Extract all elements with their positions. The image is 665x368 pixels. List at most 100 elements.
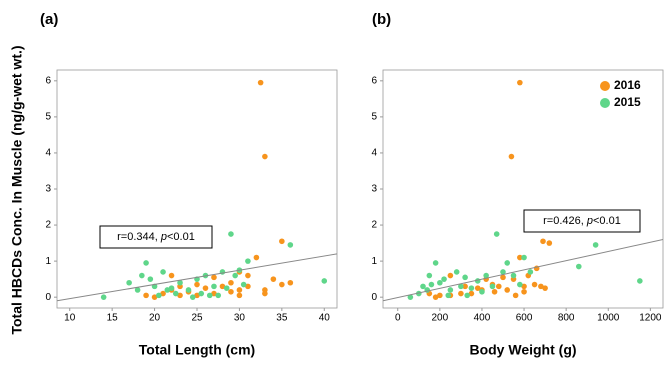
point	[168, 285, 175, 291]
point	[437, 292, 443, 299]
point	[428, 281, 435, 288]
point	[462, 283, 468, 290]
y-tick-label: 4	[45, 148, 51, 159]
plot-frame	[56, 69, 338, 309]
annotation-italic: p	[160, 231, 167, 243]
point	[447, 287, 454, 293]
panel-label: (b)	[372, 11, 391, 28]
annotation-suffix: <0.01	[593, 215, 621, 227]
point	[432, 260, 439, 266]
point	[228, 231, 234, 237]
point	[512, 292, 519, 299]
point	[215, 292, 222, 299]
point	[262, 290, 268, 297]
point	[483, 272, 489, 279]
point	[287, 279, 294, 286]
point	[236, 287, 243, 293]
point	[151, 294, 158, 300]
point	[279, 238, 285, 245]
annotation-box	[523, 209, 641, 233]
point	[257, 79, 264, 86]
point	[426, 272, 433, 279]
x-axis-title: Total Length (cm)	[139, 342, 255, 358]
point	[168, 272, 175, 279]
y-tick-label: 0	[371, 292, 377, 303]
point	[156, 292, 162, 299]
point	[206, 292, 213, 299]
y-axis-title: Total HBCDs Conc. In Muscle (ng/g-wet wt…	[9, 45, 25, 334]
point	[468, 290, 475, 297]
point	[540, 238, 546, 245]
point	[245, 283, 251, 290]
point	[504, 260, 511, 266]
point	[510, 272, 517, 279]
panel-label: (a)	[40, 11, 58, 28]
x-tick-label: 15	[107, 313, 119, 324]
point	[100, 294, 107, 300]
point	[493, 231, 500, 237]
point	[223, 285, 230, 291]
point	[232, 272, 238, 279]
x-tick-label: 30	[234, 313, 246, 324]
point	[198, 290, 205, 297]
legend-label: 2016	[614, 78, 641, 92]
point	[441, 276, 447, 282]
point	[147, 276, 154, 282]
point	[126, 279, 132, 286]
point	[458, 290, 464, 297]
legend-marker	[600, 98, 610, 108]
x-tick-label: 25	[191, 313, 203, 324]
x-tick-label: 40	[319, 313, 331, 324]
point	[491, 288, 498, 295]
y-tick-label: 6	[45, 75, 51, 86]
point	[546, 240, 553, 246]
point	[211, 274, 217, 281]
point	[240, 281, 247, 288]
point	[517, 79, 523, 86]
point	[437, 279, 443, 286]
point	[194, 281, 200, 288]
point	[139, 272, 145, 279]
point	[500, 269, 506, 275]
legend-marker	[600, 81, 610, 91]
point	[189, 294, 196, 300]
point	[279, 281, 285, 288]
point	[321, 278, 328, 284]
fit-line	[383, 238, 663, 302]
y-tick-label: 1	[45, 256, 51, 267]
x-tick-label: 600	[516, 313, 533, 324]
annotation-box	[99, 225, 213, 249]
point	[521, 288, 527, 295]
annotation-prefix: r=0.344,	[117, 231, 161, 243]
point	[464, 292, 471, 299]
point	[420, 283, 426, 290]
point	[262, 153, 268, 160]
point	[462, 274, 468, 281]
point	[407, 294, 414, 300]
x-tick-label: 35	[276, 313, 288, 324]
y-tick-label: 5	[371, 112, 377, 123]
point	[177, 279, 183, 286]
point	[468, 285, 475, 291]
point	[202, 285, 209, 291]
point	[134, 287, 141, 293]
point	[211, 283, 217, 290]
point	[531, 281, 538, 288]
point	[517, 281, 523, 288]
y-tick-label: 5	[45, 112, 51, 123]
x-tick-label: 1000	[597, 313, 620, 324]
point	[253, 254, 260, 261]
point	[185, 287, 192, 293]
x-tick-label: 400	[474, 313, 491, 324]
fit-line	[57, 253, 337, 302]
point	[538, 283, 544, 290]
point	[245, 258, 251, 264]
legend-label: 2015	[614, 95, 641, 109]
point	[575, 263, 582, 270]
point	[500, 274, 506, 281]
x-axis-title: Body Weight (g)	[469, 342, 576, 358]
annotation: r=0.426, p<0.01	[543, 215, 621, 227]
point	[453, 269, 460, 275]
x-tick-label: 200	[431, 313, 448, 324]
